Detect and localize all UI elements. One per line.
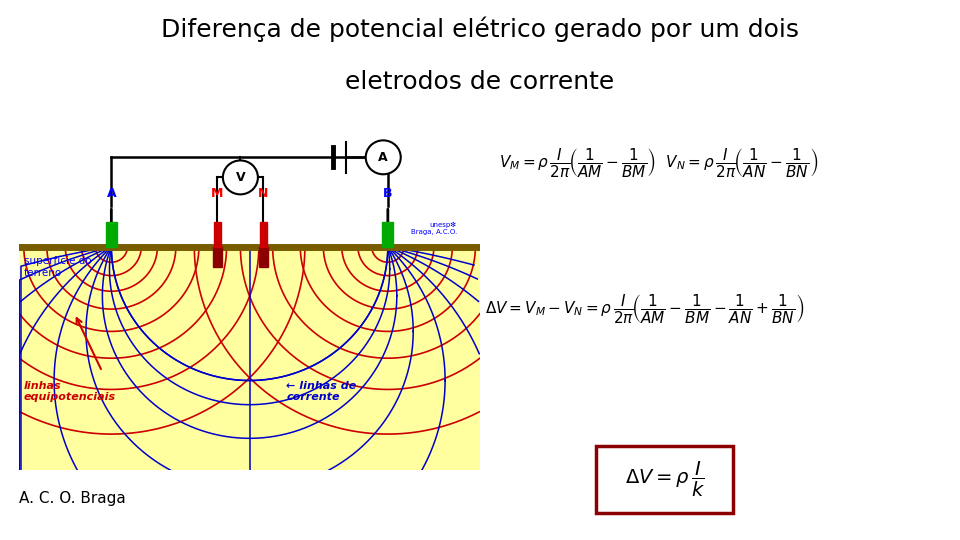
Bar (19, 135, 480, 247)
Text: $\Delta V = V_M - V_N = \rho\,\dfrac{I}{2\pi}\!\left(\dfrac{1}{AM} - \dfrac{1}{B: $\Delta V = V_M - V_N = \rho\,\dfrac{I}{… (485, 292, 804, 325)
Circle shape (223, 160, 258, 194)
Text: V: V (235, 171, 245, 184)
Bar (106, 222, 117, 247)
Circle shape (366, 140, 400, 174)
Text: linhas
equipotenciais: linhas equipotenciais (24, 381, 116, 402)
Text: Diferença de potencial elétrico gerado por um dois: Diferença de potencial elétrico gerado p… (161, 16, 799, 42)
Text: A. C. O. Braga: A. C. O. Braga (19, 491, 126, 507)
Text: A: A (378, 151, 388, 164)
Bar (260, 222, 267, 247)
Text: eletrodos de corrente: eletrodos de corrente (346, 70, 614, 94)
Bar (213, 247, 222, 267)
Text: N: N (258, 187, 269, 200)
Bar (259, 247, 268, 267)
Text: B: B (383, 187, 393, 200)
Bar (19, 247, 480, 470)
Text: A: A (107, 187, 116, 200)
Text: $\Delta V = \rho\,\dfrac{I}{k}$: $\Delta V = \rho\,\dfrac{I}{k}$ (625, 460, 705, 499)
FancyBboxPatch shape (596, 446, 733, 513)
Text: $V_M = \rho\,\dfrac{I}{2\pi}\!\left(\dfrac{1}{AM} - \dfrac{1}{BM}\right)$  $V_N : $V_M = \rho\,\dfrac{I}{2\pi}\!\left(\dfr… (499, 146, 819, 179)
Text: M: M (211, 187, 224, 200)
Bar (214, 222, 221, 247)
Text: superfície do
terreno: superfície do terreno (24, 255, 91, 278)
Text: ← linhas de
corrente: ← linhas de corrente (286, 381, 357, 402)
Bar (382, 222, 394, 247)
Text: unesp❇
Braga, A.C.O.: unesp❇ Braga, A.C.O. (411, 222, 457, 235)
